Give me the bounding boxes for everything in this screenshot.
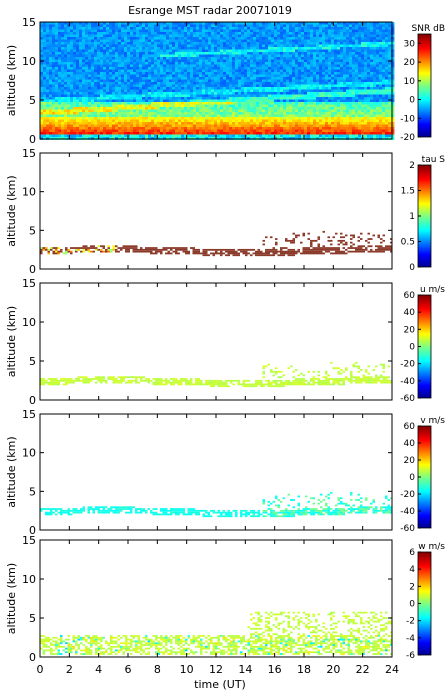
colorbar-tick-label: 40	[404, 308, 416, 318]
colorbar-tick-label: 40	[404, 439, 416, 449]
colorbar-SNR: SNR dB 30 20 10 0 -10 -20	[400, 24, 445, 143]
y-tick-label: 15	[22, 534, 36, 547]
panel-v: 0 5 10 15 altitude (km) v m/s 60 40 20 0 -20 -40 -60	[5, 408, 445, 537]
colorbar-tick-label: 6	[409, 548, 415, 558]
y-tick-label: 15	[22, 408, 36, 421]
colorbar-label: v m/s	[420, 416, 445, 426]
colorbar-label: w m/s	[418, 542, 445, 552]
y-tick-label: 5	[29, 224, 36, 237]
y-tick-label: 10	[22, 573, 36, 586]
panel-u: 0 5 10 15 altitude (km) u m/s 60 40 20 0 -20 -40 -60	[5, 277, 445, 407]
colorbar-tick-label: 0	[409, 600, 415, 610]
x-tick-label: 0	[37, 663, 44, 676]
x-tick-label: 6	[125, 663, 132, 676]
colorbar-tau: tau S 2 1.5 1 0.5 0	[401, 155, 446, 273]
colorbar-tick-label: 0.5	[401, 238, 415, 248]
colorbar-tick-label: 2	[409, 161, 415, 171]
colorbar-tick-label: 0	[409, 473, 415, 483]
colorbar-tick-label: -60	[400, 524, 415, 534]
colorbar-tick-label: 2	[409, 582, 415, 592]
y-tick-label: 0	[29, 394, 36, 407]
colorbar-tick-label: 0	[409, 343, 415, 353]
x-tick-label: 4	[95, 663, 102, 676]
panel-tau: 0 5 10 15 altitude (km) tau S 2 1.5 1 0.5 0	[5, 147, 445, 276]
colorbar-tick-label: 4	[409, 565, 415, 575]
colorbar-tick-label: -20	[400, 133, 415, 143]
y-axis-label: altitude (km)	[5, 436, 18, 507]
x-tick-label: 12	[209, 663, 223, 676]
x-tick-label: 2	[66, 663, 73, 676]
y-axis-label: altitude (km)	[5, 175, 18, 246]
y-tick-label: 10	[22, 447, 36, 460]
colorbar-tick-label: -6	[406, 651, 415, 661]
y-tick-label: 10	[22, 186, 36, 199]
colorbar-tick-label: -4	[406, 634, 415, 644]
colorbar-label: u m/s	[420, 285, 445, 295]
x-tick-label: 10	[180, 663, 194, 676]
colorbar-tick-label: -10	[400, 114, 415, 124]
x-tick-label: 20	[326, 663, 340, 676]
field-SNR	[40, 22, 395, 140]
x-tick-label: 22	[356, 663, 370, 676]
y-tick-label: 10	[22, 316, 36, 329]
colorbar-tick-label: 30	[404, 39, 416, 49]
colorbar-tick-label: 60	[404, 422, 416, 432]
y-tick-label: 5	[29, 612, 36, 625]
field-tau	[40, 230, 393, 257]
colorbar-tick-label: -60	[400, 394, 415, 404]
colorbar-tick-label: 60	[404, 291, 416, 301]
colorbar-label: SNR dB	[412, 24, 445, 34]
x-tick-label: 18	[297, 663, 311, 676]
figure-title: Esrange MST radar 20071019	[128, 4, 292, 17]
panel-SNR: 0 5 10 15 altitude (km) SNR dB 30 20 10 0 -10 -20	[5, 16, 445, 146]
colorbar-w: w m/s6 4 2 0 -2 -4 -6	[406, 542, 445, 661]
colorbar-tick-label: 20	[404, 325, 416, 335]
panel-w: 0 5 10 15 altitude (km) w m/s6 4 2 0 -2 -4 -6	[5, 534, 445, 664]
y-axis-label: altitude (km)	[5, 563, 18, 634]
y-tick-label: 0	[29, 651, 36, 664]
y-tick-label: 15	[22, 277, 36, 290]
field-u	[40, 361, 393, 388]
x-axis-label: time (UT)	[194, 678, 246, 691]
colorbar-tick-label: 20	[404, 456, 416, 466]
colorbar-tick-label: -40	[400, 507, 415, 517]
y-tick-label: 15	[22, 147, 36, 160]
x-tick-label: 14	[238, 663, 252, 676]
y-tick-label: 5	[29, 94, 36, 107]
colorbar-tick-label: 10	[404, 77, 416, 87]
y-axis-label: altitude (km)	[5, 306, 18, 377]
colorbar-tick-label: 20	[404, 58, 416, 68]
y-tick-label: 5	[29, 485, 36, 498]
colorbar-tick-label: -20	[400, 360, 415, 370]
colorbar-tick-label: 0	[409, 263, 415, 273]
colorbar-tick-label: 1	[409, 212, 415, 222]
colorbar-u: u m/s 60 40 20 0 -20 -40 -60	[400, 285, 445, 404]
colorbar-tick-label: -20	[400, 490, 415, 500]
y-tick-label: 5	[29, 355, 36, 368]
y-tick-label: 0	[29, 263, 36, 276]
y-tick-label: 0	[29, 133, 36, 146]
y-tick-label: 0	[29, 524, 36, 537]
y-axis-label: altitude (km)	[5, 45, 18, 116]
colorbar-tick-label: -40	[400, 377, 415, 387]
field-v	[40, 491, 393, 518]
colorbar-v: v m/s 60 40 20 0 -20 -40 -60	[400, 416, 445, 534]
x-tick-label: 16	[268, 663, 282, 676]
x-tick-label: 8	[154, 663, 161, 676]
colorbar-tick-label: 1.5	[401, 187, 415, 197]
colorbar-label: tau S	[422, 155, 446, 165]
field-w	[40, 611, 393, 655]
colorbar-tick-label: -2	[406, 617, 415, 627]
y-tick-label: 15	[22, 16, 36, 29]
colorbar-tick-label: 0	[409, 96, 415, 106]
x-tick-label: 24	[385, 663, 399, 676]
y-tick-label: 10	[22, 55, 36, 68]
